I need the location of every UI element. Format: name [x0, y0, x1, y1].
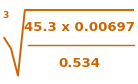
Text: 0.534: 0.534 [58, 57, 100, 70]
Text: 45.3 x 0.00697: 45.3 x 0.00697 [24, 21, 135, 34]
Text: 3: 3 [2, 11, 9, 20]
